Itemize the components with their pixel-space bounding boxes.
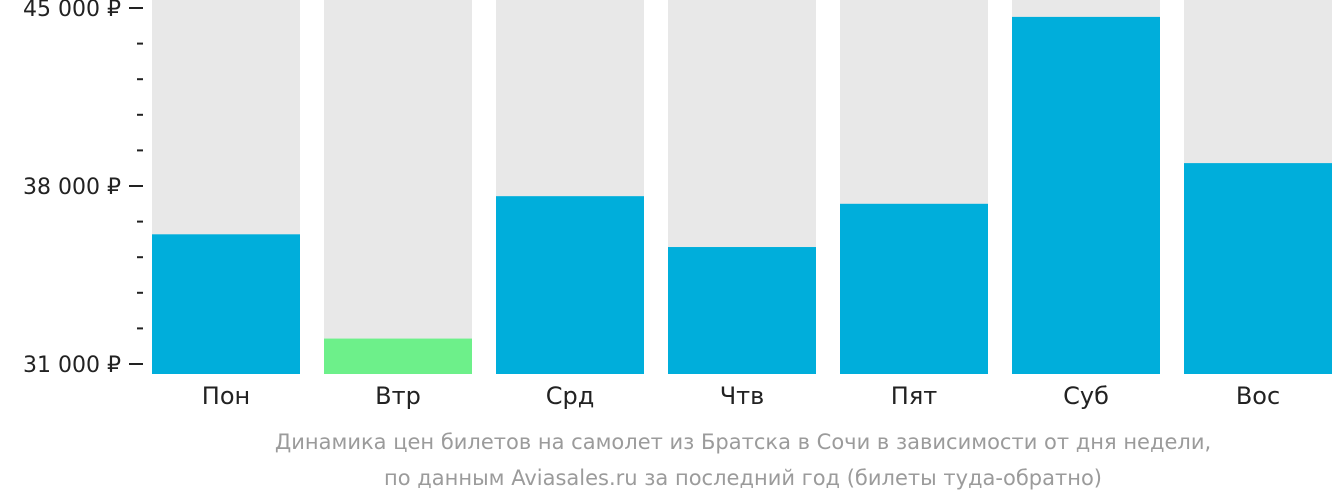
bar-background-2 — [324, 0, 472, 374]
bar-7 — [1184, 163, 1332, 374]
x-tick-label-1: Пон — [202, 382, 250, 410]
bar-1 — [152, 234, 300, 374]
y-tick-label-3: 45 000 ₽ — [23, 0, 121, 22]
bar-2 — [324, 338, 472, 374]
chart-caption-line-2: по данным Aviasales.ru за последний год … — [384, 466, 1102, 490]
x-tick-label-2: Втр — [375, 382, 421, 410]
chart-caption-line-1: Динамика цен билетов на самолет из Братс… — [274, 430, 1212, 454]
bar-6 — [1012, 16, 1160, 375]
bar-4 — [668, 247, 816, 374]
bar-3 — [496, 196, 644, 374]
x-tick-label-4: Чтв — [720, 382, 765, 410]
x-tick-label-5: Пят — [891, 382, 937, 410]
y-tick-label-2: 38 000 ₽ — [23, 175, 121, 200]
price-by-weekday-chart: Пон Втр Срд Чтв Пят Суб Вос 31 000 ₽ 38 000 ₽ 45 … — [23, 0, 1332, 410]
x-tick-label-3: Срд — [546, 382, 595, 410]
x-tick-label-7: Вос — [1236, 382, 1280, 410]
bar-5 — [840, 203, 988, 374]
y-tick-label-1: 31 000 ₽ — [23, 353, 121, 378]
x-tick-label-6: Суб — [1063, 382, 1109, 410]
